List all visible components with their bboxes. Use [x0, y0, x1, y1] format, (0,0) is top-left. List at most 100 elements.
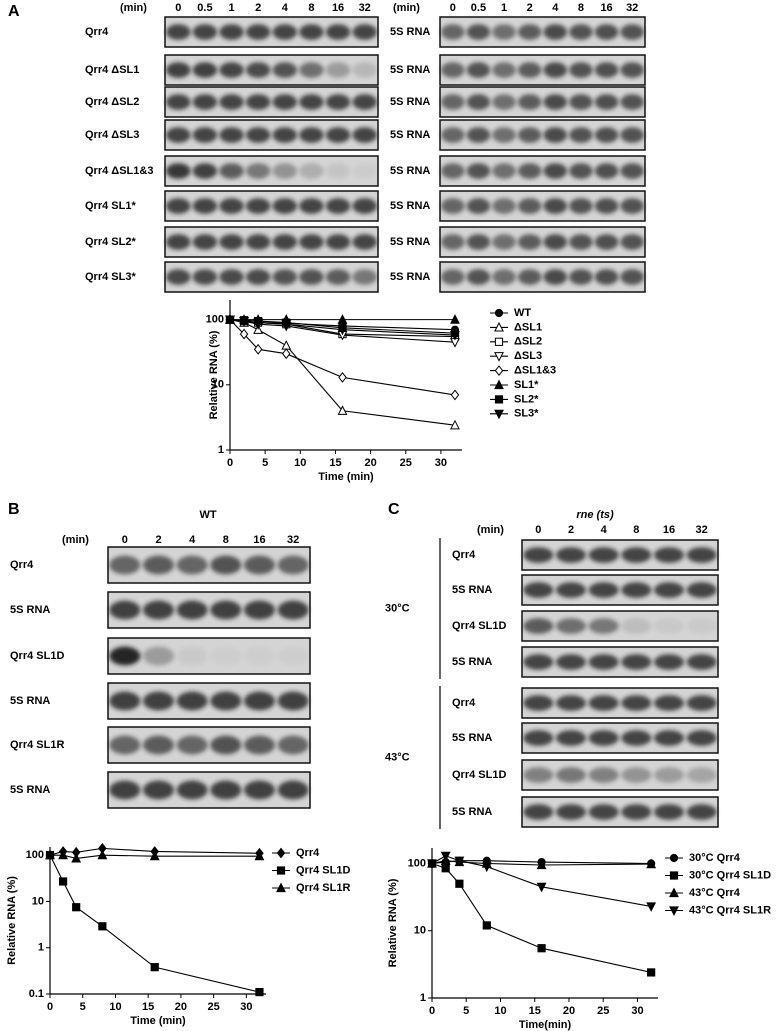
blot-label: 5S RNA: [10, 604, 50, 616]
blot-label: 5S RNA: [390, 271, 430, 283]
blot-band: [492, 163, 516, 179]
blot-band: [492, 269, 516, 285]
legend-label: SL2*: [514, 393, 539, 405]
blot-band: [277, 691, 309, 711]
blot: [439, 54, 646, 86]
y-axis-title: Relative RNA (%): [208, 330, 220, 419]
marker: [150, 963, 159, 972]
blot-band: [569, 94, 593, 110]
blot-band: [325, 198, 351, 214]
blot-band: [166, 163, 191, 179]
blot: [521, 574, 719, 606]
blot-band: [245, 269, 271, 285]
blot-band: [192, 234, 218, 250]
time-label: 32: [626, 2, 638, 14]
x-tick-label: 30: [631, 1005, 643, 1017]
strain-label: WT: [199, 509, 216, 521]
blot-band: [219, 234, 244, 250]
x-tick-label: 30: [240, 1001, 252, 1013]
blot-band: [555, 730, 587, 746]
blot-band: [272, 163, 298, 179]
blot-band: [620, 127, 644, 143]
marker: [97, 849, 108, 860]
blot-band: [441, 127, 465, 143]
blot-band: [109, 555, 141, 575]
blot-band: [686, 547, 717, 563]
marker: [255, 987, 264, 997]
blot-band: [272, 234, 298, 250]
blot-band: [176, 646, 208, 666]
blot: [107, 726, 311, 764]
blot-band: [219, 269, 244, 285]
blot-band: [299, 127, 324, 143]
blot-band: [176, 735, 208, 755]
blot-band: [594, 127, 619, 143]
blot-band: [176, 600, 208, 620]
blot-band: [325, 127, 351, 143]
marker: [450, 419, 460, 430]
blot-band: [245, 94, 271, 110]
blot-label: 5S RNA: [390, 236, 430, 248]
y-tick-label: 10: [32, 895, 44, 907]
marker: [455, 879, 464, 888]
blot-band: [569, 269, 593, 285]
blot: [439, 16, 646, 48]
blot-band: [352, 127, 377, 143]
blot-label: Qrr4 SL1D: [452, 620, 506, 632]
time-label: 1: [501, 2, 507, 14]
blot: [521, 646, 719, 678]
blot-band: [109, 691, 141, 711]
blot: [107, 637, 311, 675]
blot-band: [143, 555, 174, 575]
blot-band: [620, 24, 644, 40]
time-label: 16: [663, 524, 675, 536]
blot: [439, 155, 646, 187]
legend-marker: [276, 847, 286, 859]
marker: [282, 348, 291, 360]
blot-band: [219, 127, 244, 143]
blot-band: [517, 62, 542, 78]
blot-label: 5S RNA: [390, 26, 430, 38]
time-label: 0.5: [471, 2, 486, 14]
blot-band: [686, 767, 717, 783]
blot-band: [245, 24, 271, 40]
blot: [164, 261, 379, 293]
blot: [164, 226, 379, 258]
blot-frame: [521, 610, 719, 642]
blot-band: [277, 780, 309, 800]
blot-band: [466, 94, 491, 110]
blot-band: [277, 735, 309, 755]
blot-band: [210, 600, 242, 620]
marker: [72, 903, 81, 912]
blot-band: [523, 730, 554, 746]
blot-band: [441, 24, 465, 40]
blot-band: [686, 730, 717, 746]
marker: [58, 877, 68, 886]
marker: [225, 315, 235, 326]
blot-band: [325, 234, 351, 250]
legend-label: 30°C Qrr4 SL1D: [689, 869, 771, 881]
blot-band: [272, 62, 298, 78]
blot-band: [143, 600, 174, 620]
legend-marker: [494, 321, 504, 332]
blot-band: [686, 804, 717, 820]
legend-label: ΔSL1&3: [514, 365, 556, 377]
blot-band: [492, 94, 516, 110]
blot-band: [176, 555, 208, 575]
time-label: 8: [308, 2, 314, 14]
marker: [281, 320, 292, 330]
blot-band: [653, 730, 685, 746]
time-label: 0: [175, 2, 181, 14]
blot-label: Qrr4 ΔSL3: [85, 129, 139, 141]
blot-band: [588, 695, 619, 711]
blot-band: [352, 234, 377, 250]
x-axis-title: Time (min): [318, 471, 374, 483]
blot-frame: [521, 539, 719, 571]
blot-band: [594, 62, 619, 78]
blot-label: 5S RNA: [390, 129, 430, 141]
blot-band: [299, 234, 324, 250]
blot-band: [555, 547, 587, 563]
marker: [281, 340, 292, 350]
blot-band: [244, 647, 275, 666]
blot-label: Qrr4 SL3*: [85, 271, 136, 283]
